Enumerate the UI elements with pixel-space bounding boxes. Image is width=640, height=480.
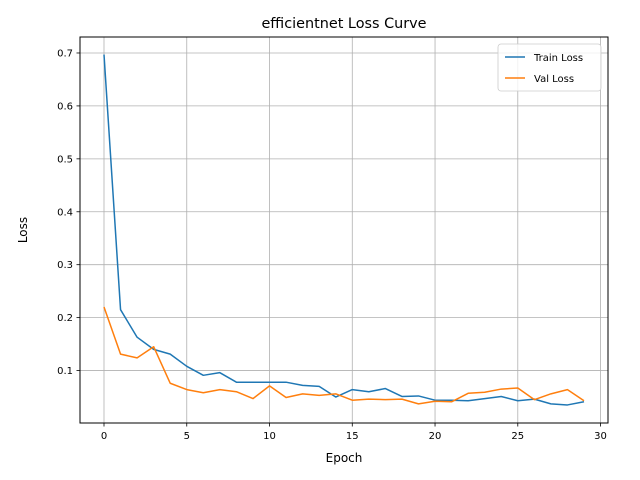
y-axis-label: Loss: [16, 217, 30, 243]
x-axis: 0 5 10 15 20 25 30: [101, 423, 607, 442]
legend-box: [497, 43, 602, 92]
legend-label: Train Loss: [533, 53, 583, 64]
x-tick-label: 30: [594, 431, 607, 442]
y-tick-label: 0.3: [57, 260, 73, 271]
chart-title: efficientnet Loss Curve: [261, 16, 426, 32]
x-axis-label: Epoch: [326, 451, 363, 465]
grid-lines: [80, 37, 608, 423]
x-tick-label: 15: [346, 431, 359, 442]
series-lines: [103, 54, 585, 406]
y-tick-label: 0.7: [57, 48, 73, 59]
legend: Train Loss Val Loss: [497, 43, 602, 92]
series-line-0: [103, 54, 585, 406]
x-tick-label: 0: [101, 431, 107, 442]
y-tick-label: 0.1: [57, 366, 73, 377]
y-axis: 0.1 0.2 0.3 0.4 0.5 0.6 0.7: [57, 48, 80, 377]
plot-frame: [79, 36, 609, 424]
y-tick-label: 0.5: [57, 154, 73, 165]
y-tick-label: 0.6: [57, 101, 73, 112]
legend-label: Val Loss: [534, 74, 574, 85]
x-tick-label: 5: [184, 431, 190, 442]
y-tick-label: 0.2: [57, 313, 73, 324]
y-tick-label: 0.4: [57, 207, 73, 218]
x-tick-label: 10: [263, 431, 276, 442]
x-tick-label: 20: [429, 431, 442, 442]
series-line-1: [103, 306, 585, 405]
x-tick-label: 25: [511, 431, 524, 442]
